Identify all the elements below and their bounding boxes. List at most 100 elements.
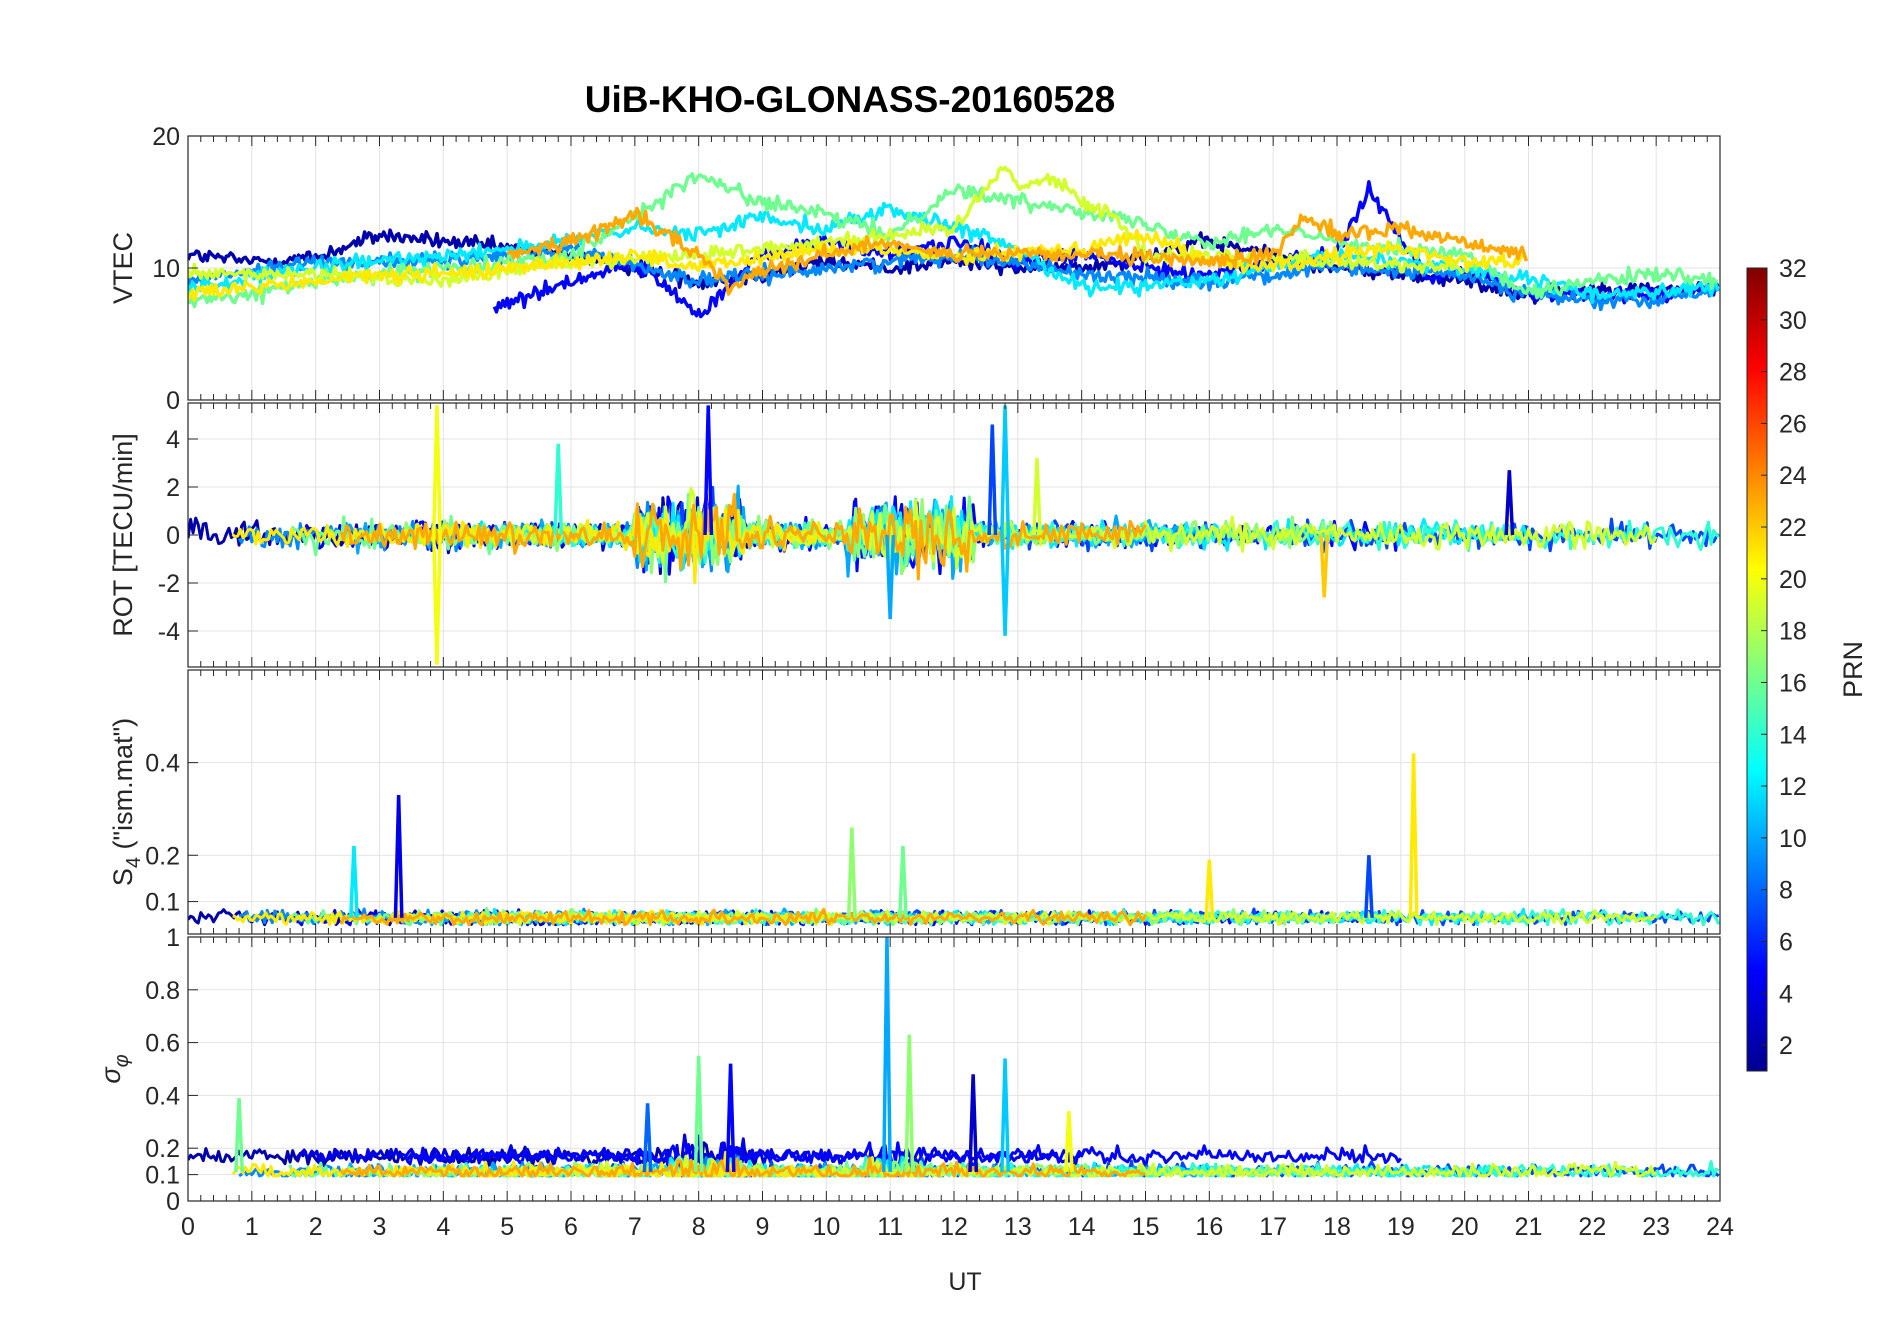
series-group (188, 937, 1720, 1178)
colorbar-tick-label: 22 (1779, 514, 1807, 542)
y-tick-label: 0.1 (145, 1162, 180, 1190)
chart-title: UiB-KHO-GLONASS-20160528 (585, 79, 1115, 120)
x-tick-label: 2 (309, 1213, 323, 1241)
series-prn-19 (505, 908, 1658, 927)
spike-prn-16 (897, 845, 908, 918)
spike-prn-17 (846, 827, 857, 918)
spike-prn-7 (1363, 855, 1374, 918)
colorbar-tick-label: 8 (1779, 877, 1793, 905)
x-tick-label: 13 (1004, 1213, 1032, 1241)
colorbar-tick-label: 2 (1779, 1032, 1793, 1060)
x-tick-label: 10 (812, 1213, 840, 1241)
colorbar-tick-label: 6 (1779, 928, 1793, 956)
panel-1: 0 10 20 VTEC (108, 123, 1721, 415)
x-tick-label: 6 (564, 1213, 578, 1241)
spike-prn-3 (968, 1074, 979, 1173)
series-prn-23 (339, 492, 1147, 581)
y-axis-label: σφ (96, 1054, 133, 1083)
spike-prn-22 (1319, 534, 1330, 598)
y-tick-label: 1 (166, 924, 180, 952)
colorbar-tick-label: 12 (1779, 773, 1807, 801)
spike-prn-10 (885, 534, 896, 620)
colorbar-tick-label: 18 (1779, 618, 1807, 646)
y-axis-label: S4 ("ism.mat") (108, 718, 145, 886)
x-tick-label: 14 (1068, 1213, 1096, 1241)
x-tick-label: 17 (1259, 1213, 1287, 1241)
x-tick-label: 16 (1195, 1213, 1223, 1241)
spike-prn-11 (1000, 534, 1011, 636)
spike-prn-3 (1504, 470, 1515, 536)
x-tick-label: 0 (181, 1213, 195, 1241)
y-tick-label: 0 (166, 387, 180, 415)
spike-prn-20 (432, 405, 442, 536)
spike-prn-11 (1000, 1058, 1011, 1173)
y-axis-label: ROT [TECU/min] (108, 433, 138, 637)
y-tick-label: 20 (152, 123, 180, 151)
panel-3: 0.1 0.2 0.4S4 ("ism.mat") (108, 669, 1721, 935)
x-tick-label: 8 (692, 1213, 706, 1241)
colorbar-tick-label: 30 (1779, 307, 1807, 335)
x-tick-label: 5 (500, 1213, 514, 1241)
x-tick-label: 18 (1323, 1213, 1351, 1241)
colorbar-tick-label: 28 (1779, 359, 1807, 387)
x-tick-label: 9 (756, 1213, 770, 1241)
colorbar-tick-label: 14 (1779, 721, 1807, 749)
x-tick-label: 21 (1515, 1213, 1543, 1241)
spike-prn-16 (234, 1097, 245, 1173)
spike-prn-21 (1204, 859, 1215, 918)
colorbar-tick-label: 26 (1779, 410, 1807, 438)
colorbar-tick-label: 4 (1779, 980, 1793, 1008)
spike-prn-21 (1408, 753, 1419, 918)
series-group (188, 405, 1720, 665)
x-tick-label: 11 (877, 1213, 903, 1241)
colorbar-tick-label: 10 (1779, 825, 1807, 853)
y-tick-label: 0 (166, 1188, 180, 1216)
y-tick-label: 0.2 (145, 842, 180, 870)
x-tick-label: 23 (1642, 1213, 1670, 1241)
spike-prn-4 (393, 795, 404, 918)
spike-prn-14 (553, 443, 564, 536)
y-tick-label: 0.1 (145, 889, 180, 917)
y-tick-label: 0.6 (145, 1030, 180, 1058)
series-group (188, 165, 1720, 319)
spike-prn-17 (904, 1034, 915, 1173)
colorbar-gradient (1746, 267, 1768, 1072)
series-prn-23 (339, 907, 1147, 927)
colorbar-tick-label: 20 (1779, 566, 1807, 594)
x-tick-label: 22 (1578, 1213, 1606, 1241)
y-tick-label: 0.8 (145, 977, 180, 1005)
colorbar-label: PRN (1838, 641, 1868, 698)
y-tick-label: 10 (152, 255, 180, 283)
x-tick-label: 7 (628, 1213, 642, 1241)
spike-prn-19 (1032, 458, 1042, 536)
y-tick-label: 0 (166, 522, 180, 550)
spike-prn-5 (725, 1063, 736, 1173)
y-tick-label: 0.2 (145, 1135, 180, 1163)
series-prn-23 (339, 1156, 1146, 1178)
y-tick-label: 0.4 (145, 750, 180, 778)
y-tick-label: -4 (158, 618, 180, 646)
spike-prn-7 (987, 424, 998, 536)
spike-prn-16 (693, 1055, 704, 1173)
series-prn-5 (403, 1134, 1402, 1176)
series-prn-16 (188, 172, 1719, 309)
y-tick-label: 2 (166, 474, 180, 502)
x-tick-label: 3 (373, 1213, 387, 1241)
series-group (188, 753, 1720, 927)
x-tick-label: 19 (1387, 1213, 1415, 1241)
colorbar-tick-label: 32 (1779, 255, 1807, 283)
x-tick-label: 4 (436, 1213, 450, 1241)
y-tick-label: 4 (166, 426, 180, 454)
x-tick-label: 12 (940, 1213, 968, 1241)
colorbar-tick-label: 24 (1779, 462, 1807, 490)
spike-prn-20 (1063, 1111, 1074, 1173)
x-tick-label: 20 (1451, 1213, 1479, 1241)
x-tick-label: 24 (1706, 1213, 1734, 1241)
x-tick-label: 15 (1132, 1213, 1160, 1241)
spike-prn-5 (703, 405, 714, 536)
series-prn-23 (506, 206, 1529, 296)
y-axis-label: VTEC (108, 232, 138, 304)
x-tick-label: 1 (245, 1213, 259, 1241)
